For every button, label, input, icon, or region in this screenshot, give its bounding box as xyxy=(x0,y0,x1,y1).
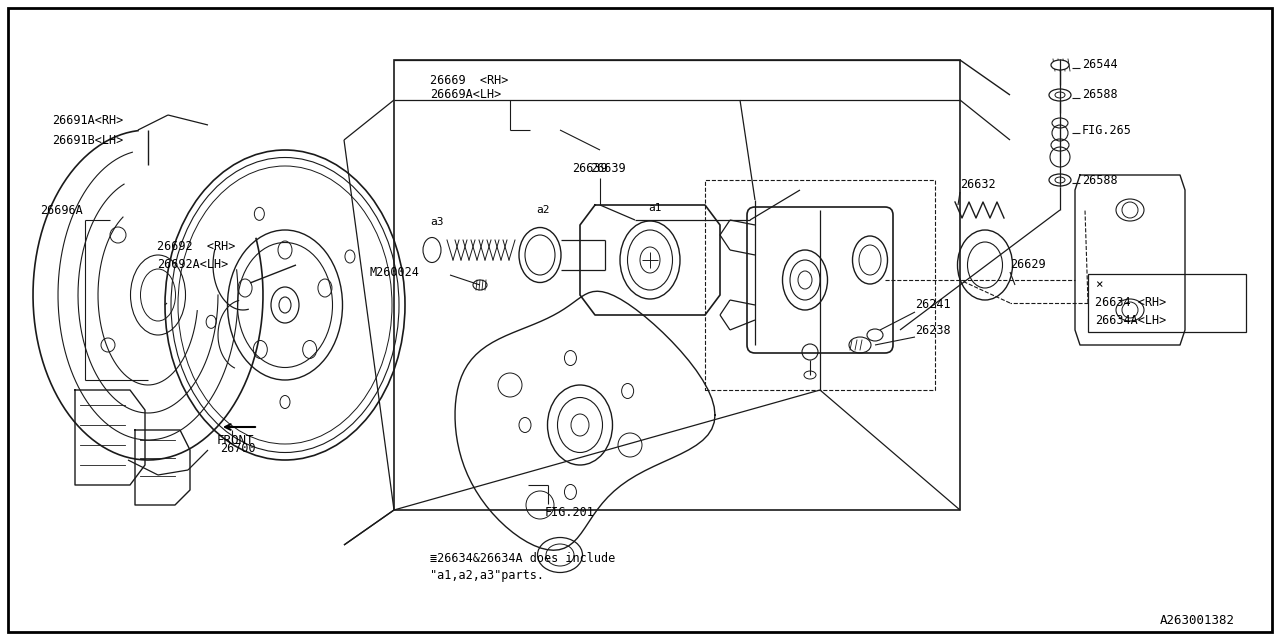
Text: 26238: 26238 xyxy=(915,323,951,337)
Text: 26669  <RH>: 26669 <RH> xyxy=(430,74,508,86)
Text: 26639: 26639 xyxy=(590,161,626,175)
Text: 26588: 26588 xyxy=(1082,173,1117,186)
Text: a2: a2 xyxy=(536,205,549,215)
Text: 26588: 26588 xyxy=(1082,88,1117,102)
Text: "a1,a2,a3"parts.: "a1,a2,a3"parts. xyxy=(430,568,544,582)
Text: 26700: 26700 xyxy=(220,442,256,454)
Text: FRONT: FRONT xyxy=(216,433,253,447)
Text: 26639: 26639 xyxy=(572,161,608,175)
Text: A263001382: A263001382 xyxy=(1160,614,1235,627)
Text: 26632: 26632 xyxy=(960,179,996,191)
Text: FIG.265: FIG.265 xyxy=(1082,124,1132,136)
Bar xyxy=(1088,274,1245,332)
Text: 26692  <RH>: 26692 <RH> xyxy=(157,241,236,253)
Ellipse shape xyxy=(1051,60,1069,70)
Text: 26629: 26629 xyxy=(1010,259,1046,271)
Text: 26692A<LH>: 26692A<LH> xyxy=(157,259,228,271)
Text: 26669A<LH>: 26669A<LH> xyxy=(430,88,502,102)
Text: a3: a3 xyxy=(430,217,443,227)
Bar xyxy=(394,60,960,510)
Text: a1: a1 xyxy=(648,203,662,213)
Text: M260024: M260024 xyxy=(370,266,420,278)
Bar xyxy=(705,180,934,390)
Text: 26544: 26544 xyxy=(1082,58,1117,72)
Text: 26691B<LH>: 26691B<LH> xyxy=(52,134,123,147)
Text: ≣26634&26634A does include: ≣26634&26634A does include xyxy=(430,552,616,564)
Text: 26634A<LH>: 26634A<LH> xyxy=(1094,314,1166,326)
Text: 26691A<RH>: 26691A<RH> xyxy=(52,113,123,127)
Text: ×: × xyxy=(1094,278,1102,291)
Text: 26241: 26241 xyxy=(915,298,951,312)
Text: FIG.201: FIG.201 xyxy=(545,506,595,518)
Text: 26696A: 26696A xyxy=(40,204,83,216)
Ellipse shape xyxy=(279,297,291,313)
Text: 26634 <RH>: 26634 <RH> xyxy=(1094,296,1166,308)
